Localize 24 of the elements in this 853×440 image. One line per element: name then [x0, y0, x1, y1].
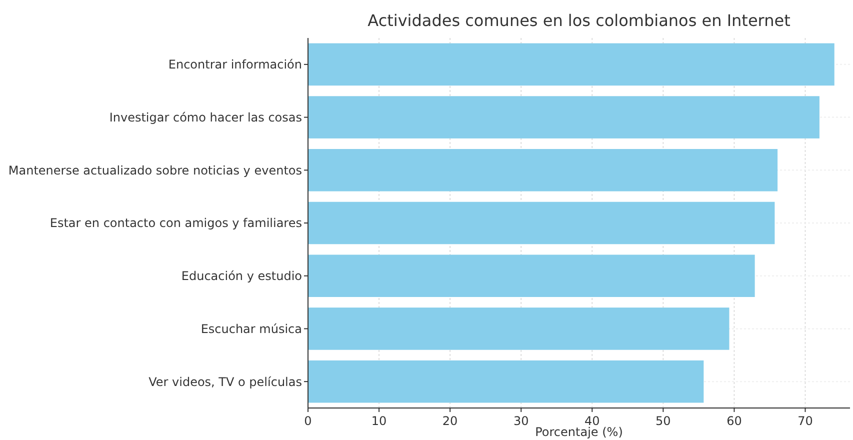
bar — [308, 202, 775, 244]
bar — [308, 43, 834, 86]
x-tick-label: 70 — [798, 414, 813, 428]
x-tick-label: 10 — [371, 414, 387, 428]
y-tick-label: Escuchar música — [200, 322, 302, 336]
x-tick-label: 0 — [304, 414, 312, 428]
bar — [308, 96, 820, 138]
bar — [308, 254, 755, 297]
x-axis-title: Porcentaje (%) — [535, 425, 623, 439]
bar — [308, 360, 704, 403]
bar — [308, 308, 730, 350]
x-tick-label: 20 — [442, 414, 458, 428]
x-tick-label: 50 — [656, 414, 671, 428]
y-tick-label: Encontrar información — [168, 58, 302, 72]
chart-title: Actividades comunes en los colombianos en Internet — [368, 11, 790, 30]
y-tick-label: Mantenerse actualizado sobre noticias y eventos — [8, 163, 302, 178]
y-tick-label: Investigar cómo hacer las cosas — [109, 110, 302, 124]
x-tick-label: 60 — [726, 414, 742, 428]
y-tick-label: Estar en contacto con amigos y familiares — [50, 216, 302, 230]
x-tick-label: 30 — [513, 414, 529, 428]
y-tick-label: Educación y estudio — [181, 269, 302, 284]
bar — [308, 149, 778, 192]
y-tick-label: Ver videos, TV o películas — [148, 374, 302, 389]
x-tick-label: 40 — [584, 414, 600, 428]
